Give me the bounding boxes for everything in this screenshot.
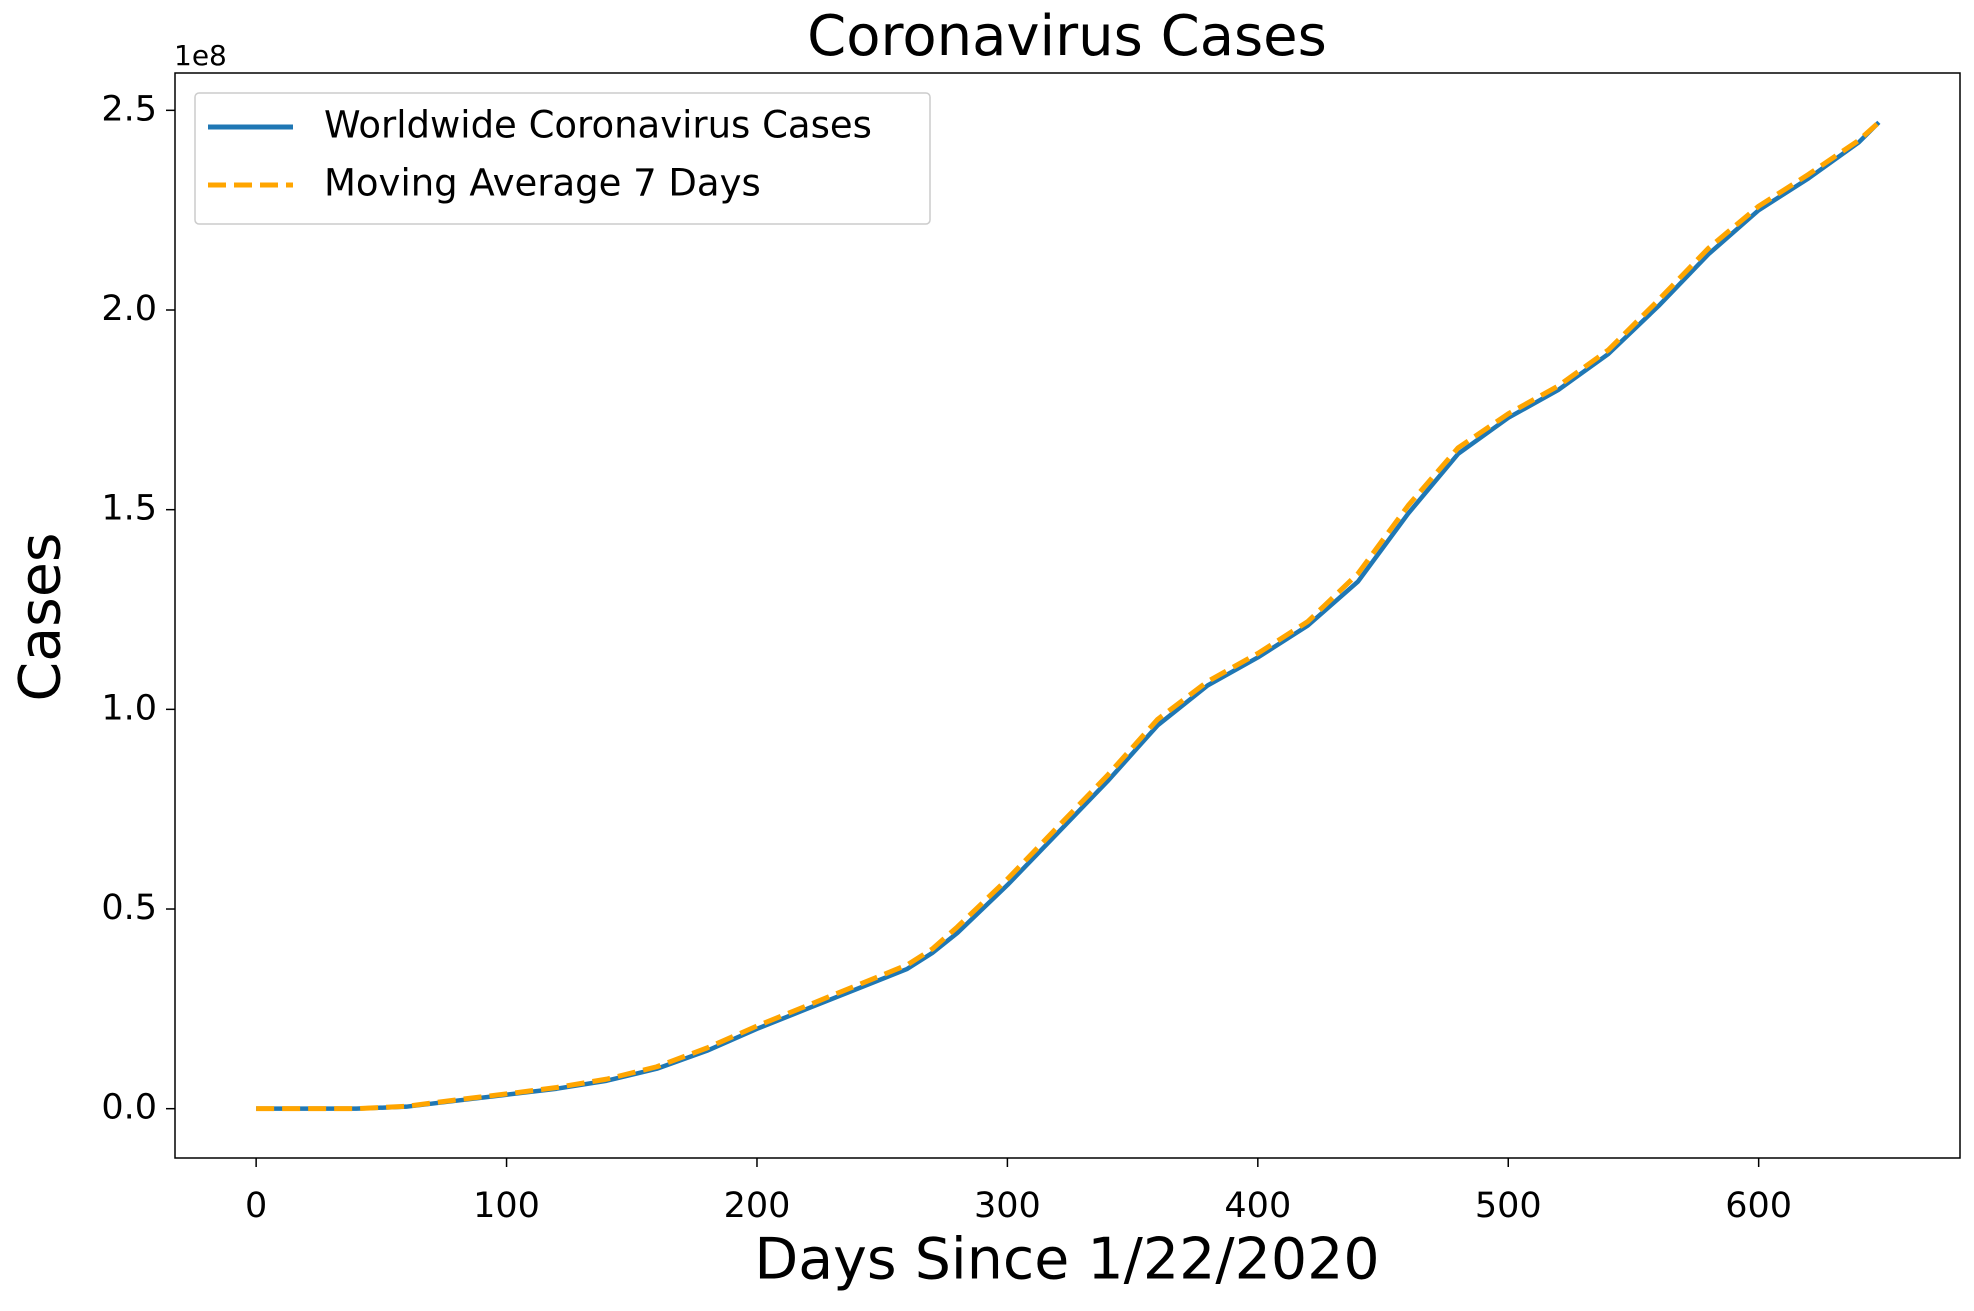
x-tick-label: 600 [1725, 1186, 1792, 1226]
x-tick-label: 200 [724, 1186, 791, 1226]
legend-label: Worldwide Coronavirus Cases [324, 104, 872, 147]
y-tick-label: 1.0 [101, 688, 157, 728]
y-tick-label: 0.0 [101, 1088, 157, 1128]
chart-title: Coronavirus Cases [807, 4, 1327, 69]
x-tick-label: 400 [1224, 1186, 1291, 1226]
x-tick-label: 500 [1475, 1186, 1542, 1226]
x-tick-label: 0 [245, 1186, 267, 1226]
y-tick-label: 0.5 [101, 888, 157, 928]
y-tick-label: 2.0 [101, 289, 157, 329]
y-tick-label: 1.5 [101, 489, 157, 529]
series-line [256, 120, 1881, 1112]
legend-box [194, 92, 931, 225]
x-tick-label: 300 [974, 1186, 1041, 1226]
legend: Worldwide Coronavirus Cases Moving Averag… [194, 92, 931, 225]
y-axis-label: Cases [8, 532, 74, 701]
y-tick-label: 2.5 [101, 89, 157, 129]
legend-label: Moving Average 7 Days [324, 162, 761, 205]
y-offset-label: 1e8 [174, 39, 227, 72]
plot-frame [174, 72, 1961, 1159]
x-axis-label: Days Since 1/22/2020 [754, 1227, 1379, 1293]
x-tick-label: 100 [473, 1186, 540, 1226]
series-line [256, 120, 1881, 1111]
